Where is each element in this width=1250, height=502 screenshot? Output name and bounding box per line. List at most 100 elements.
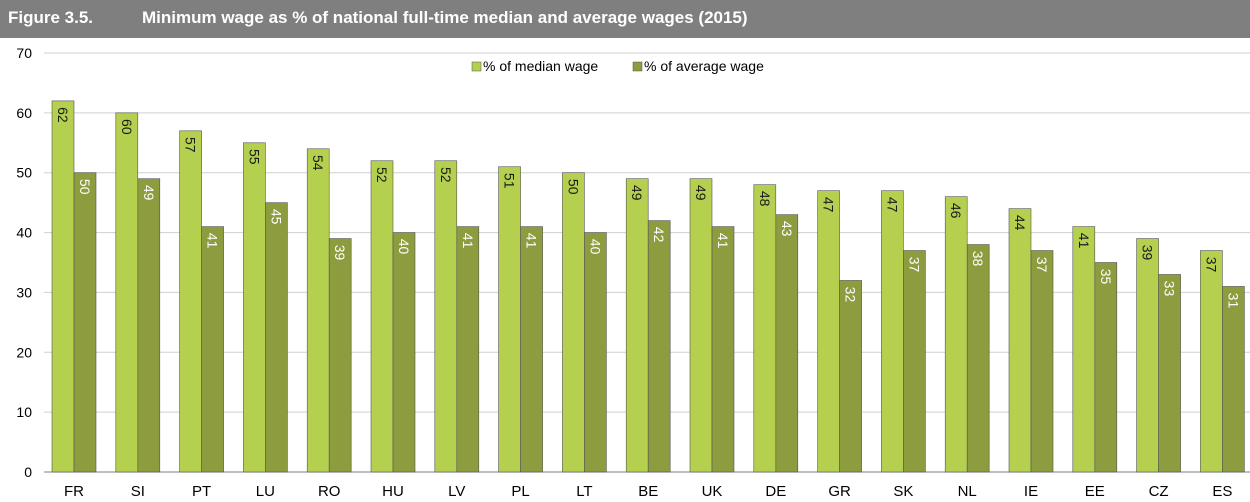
data-label: 33: [1162, 281, 1178, 297]
bar-median-PT: [179, 130, 202, 473]
figure-title: Minimum wage as % of national full-time …: [142, 8, 748, 27]
data-label: 48: [757, 191, 773, 207]
data-label: 52: [438, 167, 454, 183]
bar-average-GR: [839, 280, 862, 473]
bar-median-RO: [306, 148, 330, 473]
y-tick-label: 50: [16, 165, 32, 181]
data-label: 35: [1098, 269, 1114, 285]
x-tick-label: LT: [576, 483, 592, 500]
bar-median-EE: [1072, 226, 1096, 473]
bar-median-DE: [753, 184, 777, 473]
data-label: 41: [524, 233, 540, 249]
data-label: 40: [587, 239, 603, 255]
data-label: 38: [970, 251, 986, 267]
data-label: 32: [843, 287, 859, 303]
bar-median-SK: [881, 190, 904, 473]
figure-title-bar: Figure 3.5. Minimum wage as % of nationa…: [0, 0, 1250, 38]
data-label: 39: [1140, 245, 1156, 261]
bar-average-FR: [73, 172, 97, 473]
bar-median-UK: [689, 178, 713, 473]
bar-median-LU: [243, 142, 266, 473]
data-label: 49: [629, 185, 645, 201]
x-tick-label: SK: [893, 483, 913, 500]
bar-median-BE: [625, 178, 649, 473]
data-label: 57: [183, 137, 199, 153]
y-tick-label: 70: [16, 45, 32, 61]
bar-median-SI: [115, 112, 139, 473]
data-label: 45: [268, 209, 284, 225]
data-label: 54: [310, 155, 326, 171]
x-tick-label: HU: [382, 483, 404, 500]
data-label: 37: [906, 257, 922, 273]
bar-average-PL: [520, 226, 543, 473]
bar-average-PT: [201, 226, 224, 473]
data-label: 37: [1034, 257, 1050, 273]
x-tick-label: CZ: [1149, 483, 1169, 500]
y-tick-label: 20: [16, 344, 32, 360]
data-label: 37: [1203, 257, 1219, 273]
x-tick-label: IE: [1024, 483, 1038, 500]
x-tick-label: BE: [638, 483, 658, 500]
data-label: 47: [821, 197, 837, 213]
bar-median-HU: [370, 160, 394, 473]
data-label: 49: [141, 185, 157, 201]
bar-average-ES: [1222, 286, 1245, 473]
bar-median-LV: [434, 160, 458, 473]
x-tick-label: DE: [765, 483, 786, 500]
data-label: 46: [948, 203, 964, 219]
bar-median-GR: [817, 190, 840, 473]
x-tick-label: PL: [511, 483, 529, 500]
data-label: 49: [693, 185, 709, 201]
data-label: 43: [779, 221, 795, 237]
bar-median-ES: [1200, 250, 1223, 473]
bar-average-NL: [966, 244, 990, 473]
data-label: 44: [1012, 215, 1028, 231]
bar-median-FR: [51, 100, 75, 473]
bar-average-BE: [647, 220, 671, 473]
legend-swatch-median: [471, 61, 482, 72]
bar-average-HU: [392, 232, 416, 473]
legend-label: % of median wage: [483, 58, 598, 74]
bar-average-DE: [775, 214, 799, 473]
data-label: 39: [332, 245, 348, 261]
x-tick-label: EE: [1085, 483, 1105, 500]
figure-number: Figure 3.5.: [8, 8, 94, 27]
bar-average-LV: [456, 226, 480, 473]
data-label: 40: [396, 239, 412, 255]
legend-label: % of average wage: [644, 58, 764, 74]
data-label: 41: [205, 233, 221, 249]
bar-average-IE: [1030, 250, 1054, 473]
x-tick-label: UK: [702, 483, 723, 500]
y-tick-label: 30: [16, 284, 32, 300]
bar-median-IE: [1008, 208, 1032, 473]
x-tick-label: SI: [131, 483, 145, 500]
bar-median-PL: [498, 166, 521, 473]
bar-average-LU: [265, 202, 288, 473]
data-label: 62: [55, 107, 71, 123]
data-label: 55: [246, 149, 262, 165]
bar-average-EE: [1094, 262, 1118, 473]
y-tick-label: 10: [16, 404, 32, 420]
x-tick-label: FR: [64, 483, 84, 500]
x-tick-label: PT: [192, 483, 211, 500]
data-label: 60: [119, 119, 135, 135]
bar-average-UK: [711, 226, 735, 473]
bar-average-CZ: [1158, 274, 1181, 473]
x-tick-label: ES: [1212, 483, 1232, 500]
bar-average-RO: [328, 238, 352, 473]
y-tick-label: 0: [24, 464, 32, 480]
data-label: 31: [1225, 293, 1241, 309]
data-label: 41: [460, 233, 476, 249]
bar-average-SI: [137, 178, 161, 473]
data-label: 52: [374, 167, 390, 183]
bar-median-NL: [944, 196, 968, 473]
data-label: 50: [77, 179, 93, 195]
data-label: 50: [565, 179, 581, 195]
data-label: 41: [715, 233, 731, 249]
legend-swatch-average: [632, 61, 643, 72]
data-label: 41: [1076, 233, 1092, 249]
y-tick-label: 40: [16, 225, 32, 241]
data-label: 42: [651, 227, 667, 243]
x-tick-label: LU: [256, 483, 275, 500]
